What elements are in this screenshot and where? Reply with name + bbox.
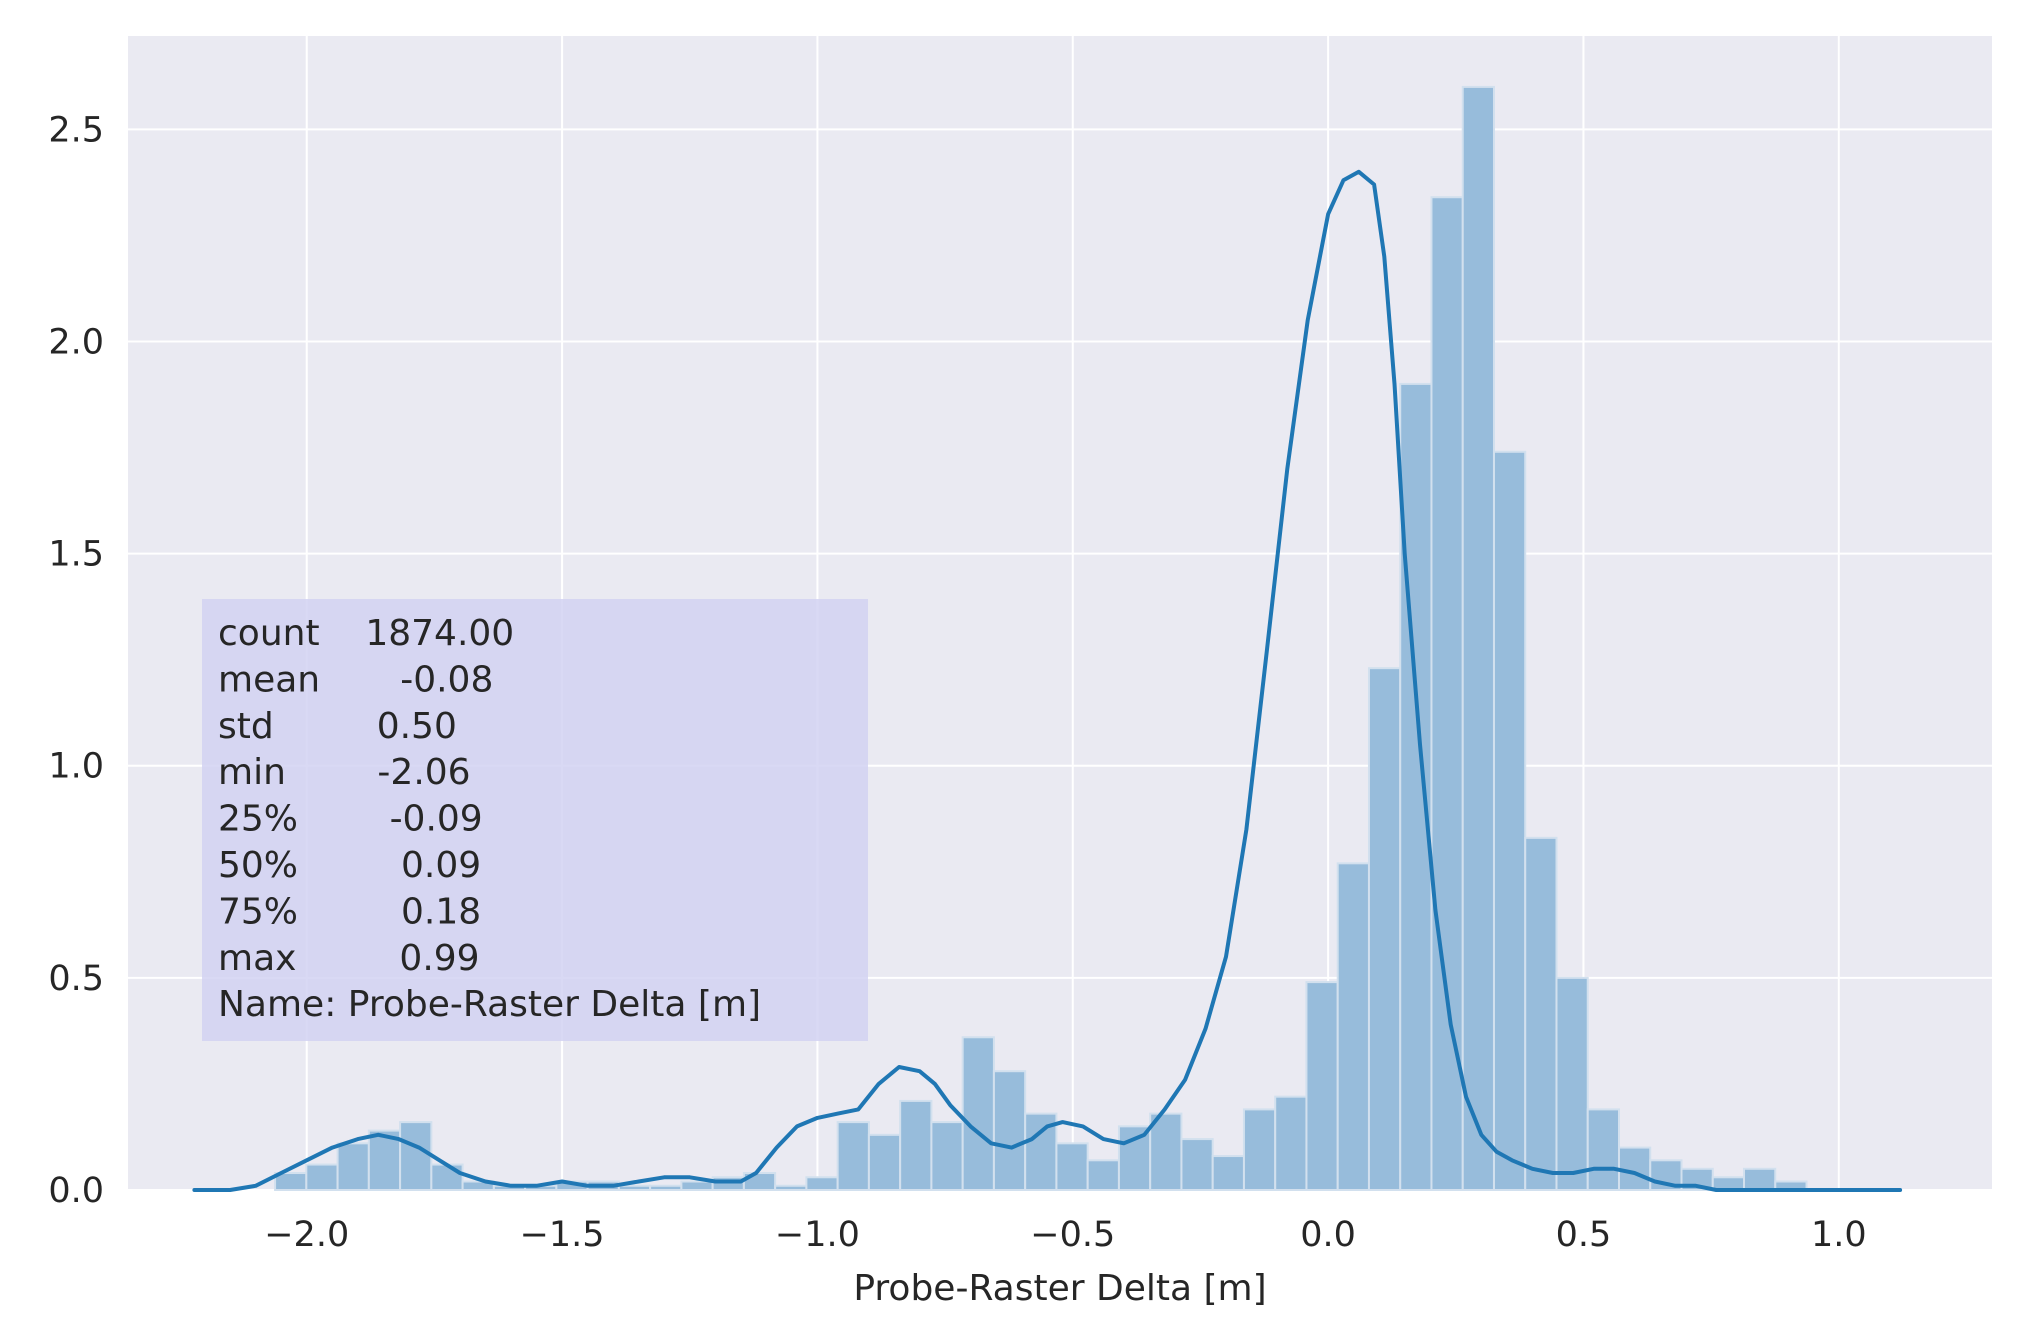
- histogram-bar: [680, 1180, 714, 1191]
- histogram-bar: [649, 1184, 683, 1191]
- histogram-bar: [930, 1121, 964, 1192]
- histogram-bar: [1274, 1095, 1308, 1191]
- histogram-bar: [1086, 1159, 1120, 1192]
- stats-line: 50% 0.09: [218, 845, 481, 886]
- x-tick-label: −1.0: [775, 1215, 860, 1255]
- x-tick-label: 0.0: [1300, 1215, 1356, 1255]
- histogram-bar: [867, 1133, 902, 1191]
- histogram-bar: [1180, 1138, 1214, 1192]
- stats-line: Name: Probe-Raster Delta [m]: [218, 984, 761, 1025]
- histogram-bars: [274, 85, 1808, 1192]
- histogram-bar: [1336, 862, 1370, 1191]
- histogram-bar: [1555, 976, 1589, 1192]
- stats-line: max 0.99: [218, 938, 480, 979]
- stats-line: mean -0.08: [218, 659, 493, 700]
- histogram-bar: [1242, 1108, 1277, 1191]
- stats-line: count 1874.00: [218, 613, 514, 654]
- stats-line: min -2.06: [218, 752, 471, 793]
- histogram-bar: [836, 1121, 870, 1192]
- histogram-bar: [430, 1163, 464, 1191]
- histogram-bar: [961, 1036, 995, 1191]
- y-tick-label: 2.5: [48, 110, 104, 150]
- histogram-bar: [992, 1070, 1027, 1192]
- x-axis-ticks: −2.0 −1.5 −1.0 −0.5 0.0 0.5 1.0: [264, 1215, 1866, 1255]
- y-tick-label: 0.0: [48, 1171, 104, 1211]
- stats-line: 75% 0.18: [218, 891, 481, 932]
- y-tick-label: 1.5: [48, 535, 104, 575]
- histogram-bar: [1305, 981, 1339, 1191]
- histogram-bar: [711, 1176, 745, 1192]
- histogram-bar: [1149, 1112, 1183, 1191]
- histogram-bar: [367, 1129, 402, 1191]
- histogram-bar: [399, 1121, 433, 1192]
- x-tick-label: −2.0: [264, 1215, 349, 1255]
- histogram-bar: [336, 1142, 370, 1192]
- histogram-bar: [617, 1184, 652, 1191]
- y-tick-label: 2.0: [48, 322, 104, 362]
- stats-box: count 1874.00 mean -0.08 std 0.50 min -2.06…: [202, 599, 868, 1041]
- stats-line: 25% -0.09: [218, 799, 483, 840]
- histogram-bar: [774, 1184, 808, 1191]
- stats-line: std 0.50: [218, 706, 457, 747]
- stats-box-background: [202, 599, 868, 1041]
- x-axis-label: Probe-Raster Delta [m]: [853, 1268, 1266, 1309]
- x-tick-label: −0.5: [1030, 1215, 1115, 1255]
- y-tick-label: 1.0: [48, 747, 104, 787]
- histogram-bar: [805, 1176, 839, 1192]
- histogram-bar: [1211, 1155, 1245, 1192]
- histogram-bar: [305, 1163, 339, 1191]
- kde-line: [192, 169, 1903, 1192]
- x-tick-label: 1.0: [1811, 1215, 1867, 1255]
- histogram-bar: [899, 1099, 933, 1192]
- histogram-bar: [1461, 85, 1495, 1192]
- y-axis-ticks: 0.0 0.5 1.0 1.5 2.0 2.5: [48, 110, 104, 1211]
- histogram-bar: [1492, 450, 1527, 1191]
- histogram-bar: [1430, 196, 1464, 1191]
- y-tick-label: 0.5: [48, 959, 104, 999]
- x-tick-label: 0.5: [1556, 1215, 1612, 1255]
- histogram-bar: [1743, 1167, 1777, 1191]
- x-tick-label: −1.5: [520, 1215, 605, 1255]
- histogram-bar: [1524, 836, 1558, 1191]
- histogram-bar: [1586, 1108, 1620, 1191]
- stats-lines: count 1874.00 mean -0.08 std 0.50 min -2.06…: [218, 613, 761, 1025]
- histogram-bar: [1055, 1142, 1089, 1192]
- histogram-bar: [1399, 382, 1433, 1192]
- histogram-bar: [1367, 667, 1402, 1191]
